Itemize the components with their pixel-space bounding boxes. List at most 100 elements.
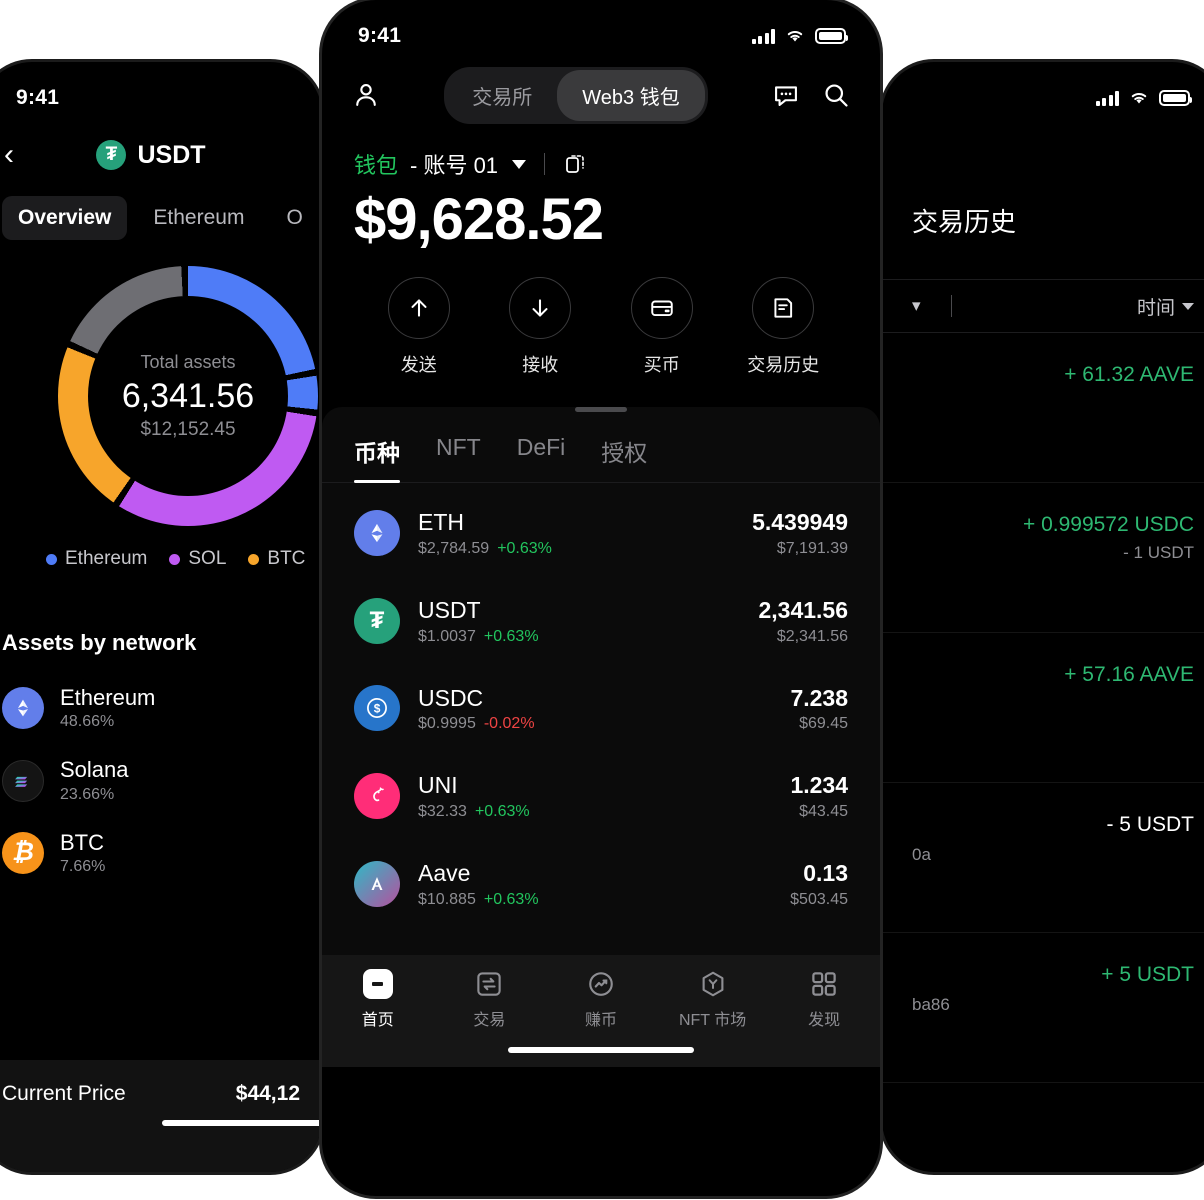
bitcoin-icon: ₿ bbox=[2, 831, 44, 874]
token-change: -0.02% bbox=[483, 715, 535, 733]
arrow-up-icon bbox=[387, 277, 450, 339]
list-item[interactable]: Solana 23.66% bbox=[2, 744, 300, 816]
chat-icon[interactable] bbox=[772, 81, 800, 109]
wallet-balance: $9,628.52 bbox=[354, 187, 604, 252]
wallet-selector[interactable]: 钱包 - 账号 01 bbox=[354, 148, 848, 180]
assets-sheet: 币种 NFT DeFi 授权 ETH $2,784.59 +0.63% bbox=[322, 407, 880, 1067]
sheet-grabber[interactable] bbox=[575, 407, 627, 412]
legend-label: Ethereum bbox=[65, 548, 148, 569]
wifi-icon bbox=[1131, 92, 1147, 104]
tab-other[interactable]: O bbox=[286, 206, 303, 229]
token-amount: 7.238 bbox=[790, 684, 848, 711]
svg-text:$: $ bbox=[374, 702, 381, 716]
table-row[interactable]: + 0.999572 USDC - 1 USDT bbox=[882, 483, 1204, 633]
list-item[interactable]: ₮ USDT $1.0037 +0.63% 2,341.56 $2,341.56 bbox=[354, 577, 848, 665]
discover-icon bbox=[812, 972, 836, 996]
list-item[interactable]: UNI $32.33 +0.63% 1.234 $43.45 bbox=[354, 752, 848, 840]
action-send[interactable]: 发送 bbox=[358, 277, 480, 377]
network-percent: 48.66% bbox=[60, 713, 115, 731]
signal-icon bbox=[1095, 90, 1119, 106]
tx-amount: + 61.32 AAVE bbox=[1064, 363, 1194, 386]
list-item[interactable]: $ USDC $0.9995 -0.02% 7.238 $69.45 bbox=[354, 665, 848, 753]
token-price: $0.9995 bbox=[418, 715, 476, 733]
nav-trade[interactable]: 交易 bbox=[434, 969, 546, 1030]
tab-ethereum[interactable]: Ethereum bbox=[153, 206, 245, 229]
right-phone: 交易历史 ▾ 时间 + 61.32 AAVE + 0.999572 USDC -… bbox=[882, 62, 1204, 1172]
list-item[interactable]: Ethereum 48.66% bbox=[2, 672, 300, 744]
person-icon[interactable] bbox=[352, 80, 380, 110]
token-symbol: Aave bbox=[418, 860, 471, 886]
home-icon bbox=[362, 969, 393, 999]
token-amount: 5.439949 bbox=[752, 509, 848, 535]
search-icon[interactable] bbox=[822, 81, 850, 109]
tab-coins[interactable]: 币种 bbox=[354, 434, 400, 483]
token-amount: 0.13 bbox=[803, 860, 848, 886]
legend-item: Ethereum bbox=[46, 548, 147, 570]
nav-label: 交易 bbox=[473, 1012, 506, 1029]
table-row[interactable]: - 5 USDT 0a bbox=[882, 783, 1204, 933]
wifi-icon bbox=[787, 30, 803, 42]
current-price-value: $44,12 bbox=[235, 1082, 300, 1105]
tx-address: 0a bbox=[912, 845, 931, 864]
divider bbox=[544, 153, 546, 175]
table-row[interactable]: + 57.16 AAVE bbox=[882, 633, 1204, 783]
filter-left-group: ▾ bbox=[912, 295, 958, 317]
tab-web3-wallet[interactable]: Web3 钱包 bbox=[557, 69, 705, 121]
app-header: 交易所 Web3 钱包 bbox=[322, 54, 880, 126]
earn-icon bbox=[589, 972, 613, 996]
token-price: $2,784.59 bbox=[418, 539, 490, 557]
list-item[interactable]: ETH $2,784.59 +0.63% 5.439949 $7,191.39 bbox=[354, 489, 848, 577]
nav-home[interactable]: 首页 bbox=[322, 969, 434, 1030]
action-receive[interactable]: 接收 bbox=[480, 277, 602, 377]
filter-chevron-icon[interactable]: ▾ bbox=[912, 296, 921, 315]
nav-nft-market[interactable]: NFT 市场 bbox=[657, 969, 769, 1030]
status-icons bbox=[751, 28, 848, 44]
wallet-account: - 账号 01 bbox=[410, 153, 499, 178]
transaction-list: + 61.32 AAVE + 0.999572 USDC - 1 USDT + … bbox=[882, 333, 1204, 1083]
table-row[interactable]: + 5 USDT ba86 bbox=[882, 933, 1204, 1083]
donut-center: Total assets 6,341.56 $12,152.45 bbox=[58, 266, 318, 526]
tab-overview[interactable]: Overview bbox=[2, 196, 128, 240]
token-value: $503.45 bbox=[790, 890, 848, 908]
left-phone: 9:41 ‹ ₮ USDT Overview Ethereum O Total … bbox=[0, 62, 322, 1172]
list-item[interactable]: Aave $10.885 +0.63% 0.13 $503.45 bbox=[354, 840, 848, 928]
right-status-bar bbox=[882, 62, 1204, 116]
nav-discover[interactable]: 发现 bbox=[768, 969, 880, 1030]
tab-approvals[interactable]: 授权 bbox=[601, 440, 648, 466]
token-change: +0.63% bbox=[483, 890, 539, 908]
chevron-down-icon bbox=[1182, 302, 1194, 310]
donut-subvalue: $12,152.45 bbox=[140, 418, 236, 440]
arrow-down-icon bbox=[509, 277, 572, 339]
token-price: $10.885 bbox=[418, 890, 476, 908]
token-value: $7,191.39 bbox=[776, 539, 848, 557]
token-price: $1.0037 bbox=[418, 627, 476, 645]
legend-dot-sol bbox=[169, 553, 181, 565]
tether-icon: ₮ bbox=[96, 140, 127, 170]
legend-dot-btc bbox=[248, 553, 260, 565]
nft-icon bbox=[702, 971, 724, 997]
back-chevron-left-icon[interactable]: ‹ bbox=[4, 138, 14, 171]
tab-exchange[interactable]: 交易所 bbox=[472, 86, 533, 109]
network-name: Ethereum bbox=[60, 685, 156, 710]
token-symbol: USDC bbox=[418, 684, 484, 711]
legend-label: BTC bbox=[267, 548, 306, 569]
signal-icon bbox=[751, 28, 775, 44]
action-history[interactable]: 交易历史 bbox=[723, 277, 845, 377]
tx-amount: + 57.16 AAVE bbox=[1064, 663, 1194, 686]
usdc-icon: $ bbox=[354, 685, 400, 732]
filter-time[interactable]: 时间 bbox=[1137, 293, 1194, 320]
copy-icon[interactable] bbox=[563, 151, 587, 177]
table-row[interactable]: + 61.32 AAVE bbox=[882, 333, 1204, 483]
list-item[interactable]: ₿ BTC 7.66% bbox=[2, 817, 300, 889]
tab-defi[interactable]: DeFi bbox=[516, 434, 566, 460]
battery-icon bbox=[1159, 90, 1192, 106]
nav-earn[interactable]: 赚币 bbox=[545, 969, 657, 1030]
token-value: $43.45 bbox=[799, 803, 848, 820]
left-status-bar: 9:41 bbox=[0, 62, 322, 116]
action-buy[interactable]: 买币 bbox=[601, 277, 723, 377]
ethereum-icon bbox=[2, 687, 44, 730]
token-symbol: USDT bbox=[418, 596, 481, 623]
tab-nft[interactable]: NFT bbox=[436, 434, 481, 460]
legend-item: BTC bbox=[248, 548, 305, 570]
